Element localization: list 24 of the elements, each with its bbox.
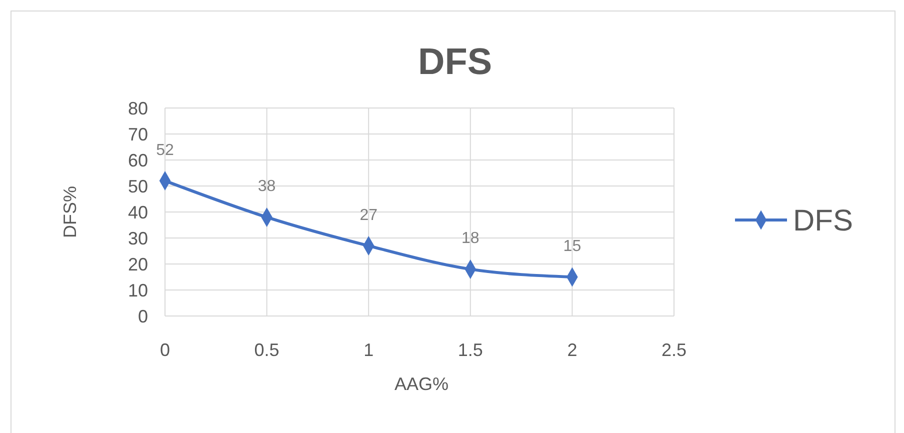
y-tick-label: 20 <box>128 254 148 274</box>
x-tick-label: 2.5 <box>661 340 687 360</box>
data-label: 15 <box>563 238 582 255</box>
data-label: 18 <box>462 230 480 248</box>
x-tick-label: 1 <box>364 340 374 360</box>
data-label: 52 <box>156 142 174 159</box>
chart-title: DFS <box>418 41 492 82</box>
data-label: 27 <box>360 206 378 224</box>
data-label: 38 <box>258 178 276 196</box>
y-tick-label: 50 <box>128 176 148 196</box>
x-tick-label: 1.5 <box>458 340 483 360</box>
x-tick-label: 0.5 <box>254 340 280 360</box>
y-tick-label: 30 <box>128 228 148 248</box>
y-tick-label: 40 <box>128 202 148 222</box>
y-tick-label: 0 <box>138 306 148 326</box>
x-tick-label: 2 <box>567 340 578 360</box>
y-axis-title: DFS% <box>60 186 80 238</box>
legend-label: DFS <box>793 204 853 238</box>
y-tick-label: 60 <box>128 150 148 170</box>
x-axis-title: AAG% <box>394 374 449 394</box>
y-tick-label: 80 <box>128 98 148 118</box>
y-tick-label: 10 <box>128 280 148 300</box>
y-tick-label: 70 <box>128 124 148 144</box>
x-tick-label: 0 <box>160 340 170 360</box>
